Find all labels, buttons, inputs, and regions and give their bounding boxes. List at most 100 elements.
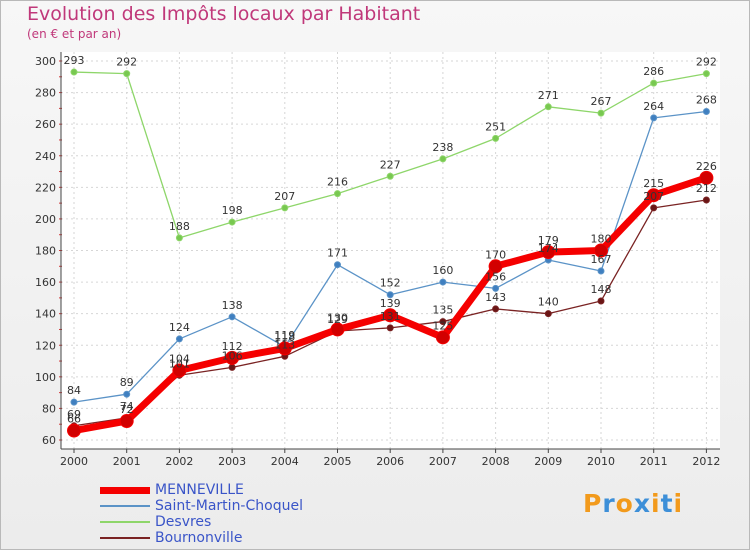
data-label-bournonville: 135 xyxy=(432,304,453,317)
data-label-bournonville: 106 xyxy=(222,349,243,362)
point-bournonville xyxy=(386,324,394,332)
data-label-menneville: 130 xyxy=(327,311,348,324)
point-saint-martin-choquel xyxy=(492,284,500,292)
data-label-desvres: 267 xyxy=(591,95,612,108)
chart-title: Evolution des Impôts locaux par Habitant xyxy=(27,3,421,25)
data-label-menneville: 112 xyxy=(222,340,243,353)
data-label-menneville: 104 xyxy=(169,353,190,366)
data-label-bournonville: 101 xyxy=(169,357,190,370)
data-label-bournonville: 113 xyxy=(274,338,295,351)
point-bournonville xyxy=(597,297,605,305)
legend-swatch xyxy=(100,521,150,523)
x-tick-label: 2011 xyxy=(640,455,668,468)
data-label-bournonville: 69 xyxy=(67,408,81,421)
x-tick-label: 2001 xyxy=(113,455,141,468)
point-saint-martin-choquel xyxy=(228,313,236,321)
data-label-saint-martin-choquel: 264 xyxy=(643,100,664,113)
y-tick-label: 300 xyxy=(35,55,56,68)
point-saint-martin-choquel xyxy=(439,278,447,286)
data-label-saint-martin-choquel: 138 xyxy=(222,299,243,312)
point-desvres xyxy=(492,134,500,142)
point-menneville xyxy=(699,170,714,185)
point-saint-martin-choquel xyxy=(650,114,658,122)
data-label-saint-martin-choquel: 156 xyxy=(485,270,506,283)
point-menneville xyxy=(330,322,345,337)
point-menneville xyxy=(594,243,608,258)
proxiti-logo: Proxiti xyxy=(583,489,684,518)
x-tick-label: 2006 xyxy=(376,455,404,468)
point-saint-martin-choquel xyxy=(597,267,605,275)
point-bournonville xyxy=(702,196,710,204)
point-desvres xyxy=(650,79,658,87)
data-label-bournonville: 131 xyxy=(380,310,401,323)
data-label-menneville: 215 xyxy=(643,177,664,190)
y-tick-label: 220 xyxy=(35,181,56,194)
data-label-bournonville: 148 xyxy=(591,283,612,296)
data-label-saint-martin-choquel: 174 xyxy=(538,242,559,255)
data-label-menneville: 170 xyxy=(485,248,506,261)
point-desvres xyxy=(334,190,341,198)
point-saint-martin-choquel xyxy=(386,291,394,299)
point-menneville xyxy=(435,330,450,345)
data-label-menneville: 226 xyxy=(696,160,717,173)
legend-label: MENNEVILLE xyxy=(155,482,244,498)
y-tick-label: 120 xyxy=(35,339,56,352)
point-saint-martin-choquel xyxy=(702,108,710,116)
x-tick-label: 2012 xyxy=(692,455,720,468)
data-label-bournonville: 207 xyxy=(643,190,664,203)
data-label-desvres: 293 xyxy=(64,54,85,67)
point-desvres xyxy=(702,70,710,78)
y-tick-label: 80 xyxy=(42,402,56,415)
data-label-bournonville: 143 xyxy=(485,291,506,304)
data-label-desvres: 251 xyxy=(485,120,506,133)
data-label-desvres: 238 xyxy=(432,141,453,154)
x-tick-label: 2010 xyxy=(587,455,615,468)
y-tick-label: 240 xyxy=(35,150,56,163)
data-label-saint-martin-choquel: 268 xyxy=(696,94,717,107)
axes: 60 80 100 120 140 160 180 200 220 240 260 280 300 200… xyxy=(35,52,720,468)
point-saint-martin-choquel xyxy=(70,398,78,406)
series-layer xyxy=(67,68,714,438)
legend-swatch xyxy=(100,505,150,507)
data-label-desvres: 227 xyxy=(380,158,401,171)
x-tick-label: 2008 xyxy=(482,455,510,468)
point-bournonville xyxy=(650,204,658,212)
data-label-saint-martin-choquel: 160 xyxy=(432,264,453,277)
data-label-desvres: 286 xyxy=(643,65,664,78)
data-label-desvres: 292 xyxy=(696,56,717,69)
point-menneville xyxy=(172,363,187,378)
point-menneville xyxy=(277,341,292,356)
x-tick-label: 2003 xyxy=(218,455,246,468)
data-label-saint-martin-choquel: 89 xyxy=(120,376,134,389)
y-tick-label: 200 xyxy=(35,213,56,226)
data-label-menneville: 118 xyxy=(274,330,295,343)
data-label-saint-martin-choquel: 171 xyxy=(327,247,348,260)
legend-label: Saint-Martin-Choquel xyxy=(155,498,303,514)
point-desvres xyxy=(281,204,289,212)
data-label-bournonville: 129 xyxy=(327,313,348,326)
y-tick-label: 280 xyxy=(35,87,56,100)
point-bournonville xyxy=(228,363,236,371)
data-label-menneville: 180 xyxy=(591,233,612,246)
point-saint-martin-choquel xyxy=(334,261,341,269)
data-label-bournonville: 74 xyxy=(120,400,134,413)
x-tick-label: 2000 xyxy=(60,455,88,468)
data-label-menneville: 179 xyxy=(538,234,559,247)
x-tick-label: 2005 xyxy=(324,455,352,468)
x-tick-label: 2002 xyxy=(165,455,193,468)
point-menneville xyxy=(383,308,398,323)
data-label-bournonville: 212 xyxy=(696,182,717,195)
data-label-saint-martin-choquel: 124 xyxy=(169,321,190,334)
y-tick-label: 60 xyxy=(42,434,56,447)
point-bournonville xyxy=(492,305,500,313)
point-desvres xyxy=(544,103,552,111)
point-menneville xyxy=(225,350,240,365)
point-menneville xyxy=(541,245,556,260)
data-label-menneville: 72 xyxy=(120,403,134,416)
x-tick-label: 2007 xyxy=(429,455,457,468)
y-tick-label: 260 xyxy=(35,118,56,131)
chart-subtitle: (en € et par an) xyxy=(27,27,122,41)
point-bournonville xyxy=(439,318,447,326)
point-menneville xyxy=(646,188,661,203)
